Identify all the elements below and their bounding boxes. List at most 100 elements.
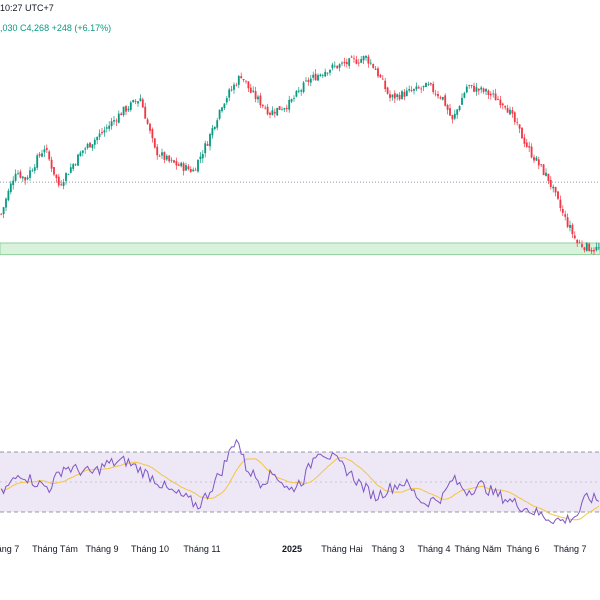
candle-body [585, 242, 588, 251]
candle-body [206, 143, 209, 146]
candle-body [468, 85, 471, 86]
candle-body [437, 93, 439, 97]
candle-body [350, 56, 353, 58]
candle-body [309, 78, 312, 83]
time-axis-label: 2025 [281, 544, 303, 554]
candle-body [175, 161, 178, 166]
candle-body [521, 127, 523, 139]
candle-body [489, 93, 492, 96]
candle-body [564, 214, 567, 217]
candle-body [554, 186, 557, 193]
candle-body [573, 235, 576, 239]
candle-body [247, 81, 250, 89]
candle-body [161, 152, 163, 156]
candle-body [333, 65, 336, 67]
candle-body [549, 179, 552, 187]
candle-body [211, 128, 214, 136]
candle-body [55, 174, 58, 178]
candle-body [341, 62, 343, 64]
candle-body [393, 93, 396, 99]
candle-body [117, 113, 120, 123]
close-value: C4,268 [20, 23, 50, 33]
candle-body [14, 173, 17, 181]
candle-body [319, 74, 322, 76]
candle-body [547, 173, 550, 181]
candle-body [50, 159, 53, 169]
candle-body [204, 143, 207, 154]
candle-body [386, 87, 389, 94]
time-axis-label: Tháng 6 [506, 544, 540, 554]
candle-body [163, 152, 166, 160]
candle-body [84, 148, 87, 150]
candle-body [158, 155, 161, 157]
candle-body [36, 155, 39, 168]
candle-body [235, 84, 238, 86]
candle-body [369, 62, 372, 64]
candle-body [43, 149, 46, 153]
candle-body [408, 89, 411, 91]
candle-body [151, 129, 154, 139]
time-axis-label: Tháng 10 [130, 544, 170, 554]
change-value: +248 (+6.17%) [51, 23, 112, 33]
candle-body [540, 164, 543, 166]
candle-body [485, 88, 487, 92]
time-axis-label: Tháng 11 [183, 544, 221, 554]
candle-body [463, 92, 466, 98]
time-axis-label: Tháng Tám [32, 544, 78, 554]
candle-body [57, 176, 60, 186]
candle-body [26, 177, 29, 180]
candle-body [401, 91, 403, 99]
candle-body [302, 82, 305, 93]
time-axis-label: Tháng 9 [85, 544, 119, 554]
candle-body [480, 87, 483, 90]
candle-body [305, 80, 307, 82]
candle-body [492, 93, 495, 95]
candle-body [321, 74, 324, 76]
candle-body [552, 186, 555, 189]
candle-body [429, 82, 432, 85]
candle-body [285, 107, 288, 109]
candle-body [98, 133, 101, 137]
support-zone [0, 242, 600, 256]
candle-body [41, 153, 43, 157]
candle-body [89, 142, 91, 148]
time-axis-label: Tháng 4 [417, 544, 451, 554]
candle-body [132, 100, 135, 103]
candle-body [336, 65, 339, 69]
candle-body [125, 106, 127, 112]
header-time: 10:27 UTC+7 [0, 3, 54, 13]
candle-body [261, 104, 264, 107]
candle-body [456, 109, 459, 115]
candle-body [439, 97, 442, 99]
candle-body [389, 94, 391, 98]
candle-body [482, 88, 485, 92]
time-axis-label: áng 7 [0, 544, 20, 554]
candle-body [403, 91, 406, 97]
candle-body [559, 199, 562, 209]
candle-body [533, 157, 535, 161]
candle-body [362, 56, 365, 61]
candle-body [379, 74, 382, 78]
candle-body [79, 152, 82, 157]
candle-body [141, 99, 144, 108]
candle-body [396, 94, 399, 98]
candle-body [60, 184, 63, 186]
candle-body [9, 183, 12, 193]
candle-body [355, 59, 358, 64]
candle-body [45, 148, 48, 150]
candle-body [374, 68, 377, 70]
candle-body [542, 164, 545, 175]
candle-body [5, 198, 7, 208]
rsi-line [0, 438, 600, 525]
candle-body [101, 131, 103, 134]
candle-body [391, 94, 394, 98]
candle-body [317, 75, 319, 81]
candle-body [518, 124, 521, 129]
candle-body [367, 56, 370, 64]
candle-body [269, 112, 271, 115]
candle-body [432, 84, 435, 93]
candle-body [381, 78, 384, 80]
candle-body [2, 207, 5, 215]
